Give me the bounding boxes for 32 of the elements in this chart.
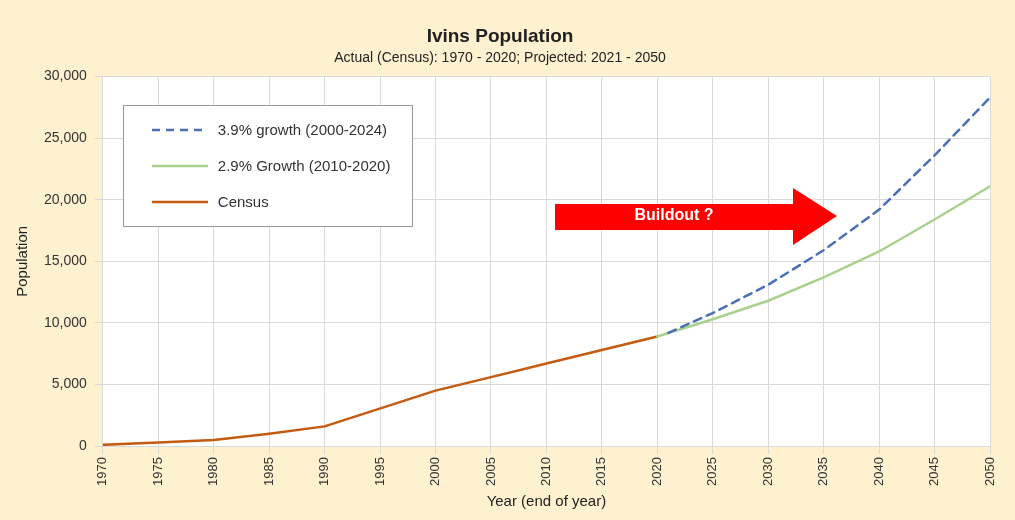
x-tick-label: 1995	[371, 457, 387, 486]
x-tick-label: 1985	[260, 457, 276, 486]
y-tick-label: 25,000	[43, 129, 88, 146]
y-tick-label: 15,000	[43, 252, 88, 269]
x-tick-label: 2000	[427, 457, 443, 486]
x-tick-label: 2030	[759, 457, 775, 486]
x-tick-label: 2015	[593, 457, 609, 486]
y-tick-label: 30,000	[43, 67, 88, 84]
x-tick-label: 2010	[537, 457, 553, 486]
x-tick-label: 2025	[704, 457, 720, 486]
x-tick-label: 2045	[926, 457, 942, 486]
y-axis-title: Population	[13, 225, 31, 297]
x-tick-label: 2005	[482, 457, 498, 486]
legend-label: Census	[217, 193, 269, 211]
x-tick-label: 2050	[981, 457, 997, 486]
annotation: Buildout ?	[633, 206, 715, 224]
x-tick-label: 2020	[648, 457, 664, 486]
legend-label: 3.9% growth (2000-2024)	[217, 121, 388, 139]
legend-label: 2.9% Growth (2010-2020)	[217, 157, 391, 175]
x-tick-label: 1980	[205, 457, 221, 486]
y-tick-label: 10,000	[43, 313, 88, 330]
chart-title: Ivins Population	[426, 24, 574, 46]
y-tick-label: 5,000	[51, 375, 88, 392]
y-tick-label: 20,000	[43, 190, 88, 207]
x-axis-title: Year (end of year)	[486, 492, 607, 510]
x-tick-label: 2040	[870, 457, 886, 486]
x-tick-label: 1970	[94, 457, 110, 486]
chart-subtitle: Actual (Census): 1970 - 2020; Projected: 2021 - 2050	[334, 49, 666, 66]
x-tick-label: 1975	[149, 457, 165, 486]
x-tick-label: 1990	[316, 457, 332, 486]
x-tick-label: 2035	[815, 457, 831, 486]
y-tick-label: 0	[79, 436, 88, 453]
